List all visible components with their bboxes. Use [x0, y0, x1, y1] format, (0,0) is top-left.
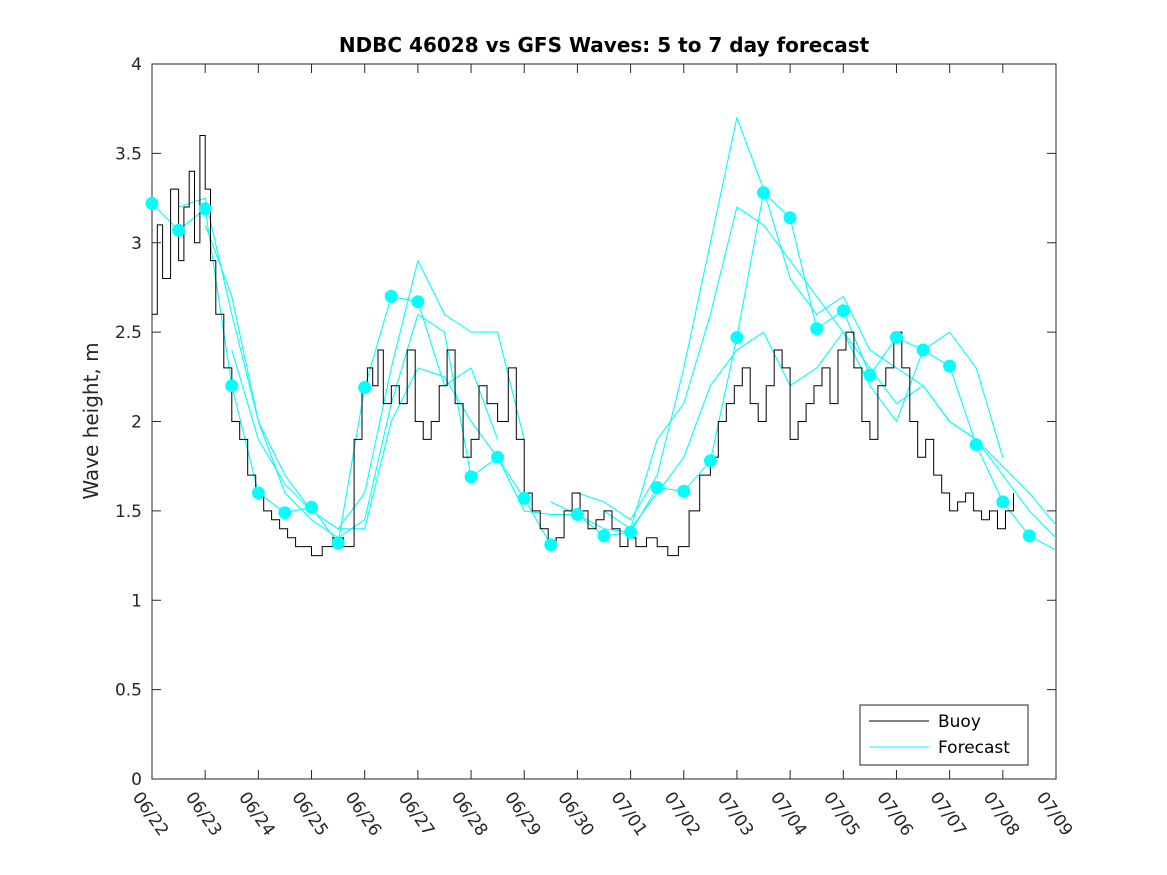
legend-box — [859, 704, 1029, 766]
y-tick-label: 1 — [131, 591, 142, 611]
forecast-line — [630, 331, 1004, 530]
forecast-marker — [650, 481, 664, 495]
forecast-marker — [570, 508, 584, 521]
forecast-marker — [943, 359, 957, 373]
y-axis-label: Wave height, m — [79, 342, 103, 499]
forecast-marker — [384, 289, 398, 303]
forecast-marker — [251, 486, 265, 500]
forecast-marker — [810, 322, 824, 336]
chart-marks — [145, 117, 1057, 557]
plot-area — [151, 63, 1057, 780]
buoy-line — [152, 135, 1014, 557]
forecast-marker — [703, 454, 717, 468]
forecast-marker — [836, 304, 850, 318]
forecast-marker — [464, 470, 478, 484]
y-tick-label: 0 — [131, 770, 142, 790]
forecast-marker — [544, 538, 558, 552]
forecast-marker — [145, 196, 159, 210]
y-tick-label: 2 — [131, 413, 142, 433]
forecast-marker — [597, 529, 611, 543]
forecast-marker — [996, 495, 1010, 509]
y-tick-label: 2.5 — [115, 323, 142, 343]
forecast-line — [178, 197, 525, 530]
forecast-marker — [730, 331, 744, 344]
forecast-marker — [969, 438, 983, 452]
y-tick-label: 3.5 — [115, 144, 142, 164]
forecast-marker — [305, 500, 318, 514]
forecast-marker — [411, 295, 425, 309]
forecast-marker — [916, 343, 930, 357]
forecast-marker — [278, 506, 292, 520]
y-tick-label: 1.5 — [115, 502, 142, 522]
forecast-line — [550, 192, 1057, 551]
forecast-marker — [225, 379, 239, 393]
legend: Buoy Forecast — [859, 704, 1029, 766]
forecast-marker — [757, 186, 770, 200]
forecast-marker — [890, 331, 903, 344]
legend-forecast-label: Forecast — [938, 738, 1010, 758]
forecast-marker — [517, 491, 531, 505]
chart-title: NDBC 46028 vs GFS Waves: 5 to 7 day fore… — [339, 33, 870, 57]
forecast-marker — [1022, 529, 1036, 543]
forecast-marker — [172, 223, 186, 237]
y-tick-label: 0.5 — [115, 681, 142, 701]
forecast-marker — [783, 211, 797, 225]
legend-buoy-label: Buoy — [938, 712, 981, 732]
forecast-marker — [677, 484, 691, 498]
forecast-marker — [358, 381, 372, 394]
y-tick-label: 4 — [131, 55, 142, 75]
forecast-marker — [624, 525, 638, 539]
forecast-marker — [491, 450, 505, 464]
forecast-marker — [331, 536, 345, 550]
forecast-marker — [863, 368, 877, 382]
y-tick-label: 3 — [131, 234, 142, 254]
forecast-marker — [198, 202, 212, 216]
